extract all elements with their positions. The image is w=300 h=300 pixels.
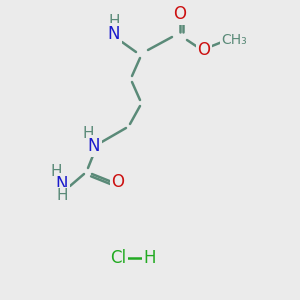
Text: O: O [112, 173, 124, 191]
Text: O: O [197, 41, 211, 59]
Text: H: H [50, 164, 62, 179]
Text: N: N [88, 137, 100, 155]
Text: H: H [82, 127, 94, 142]
Text: O: O [173, 5, 187, 23]
Text: H: H [144, 249, 156, 267]
Text: Cl: Cl [110, 249, 126, 267]
Text: N: N [56, 175, 68, 193]
Text: H: H [108, 14, 120, 29]
Text: CH₃: CH₃ [221, 33, 247, 47]
Text: N: N [108, 25, 120, 43]
Text: H: H [56, 188, 68, 203]
